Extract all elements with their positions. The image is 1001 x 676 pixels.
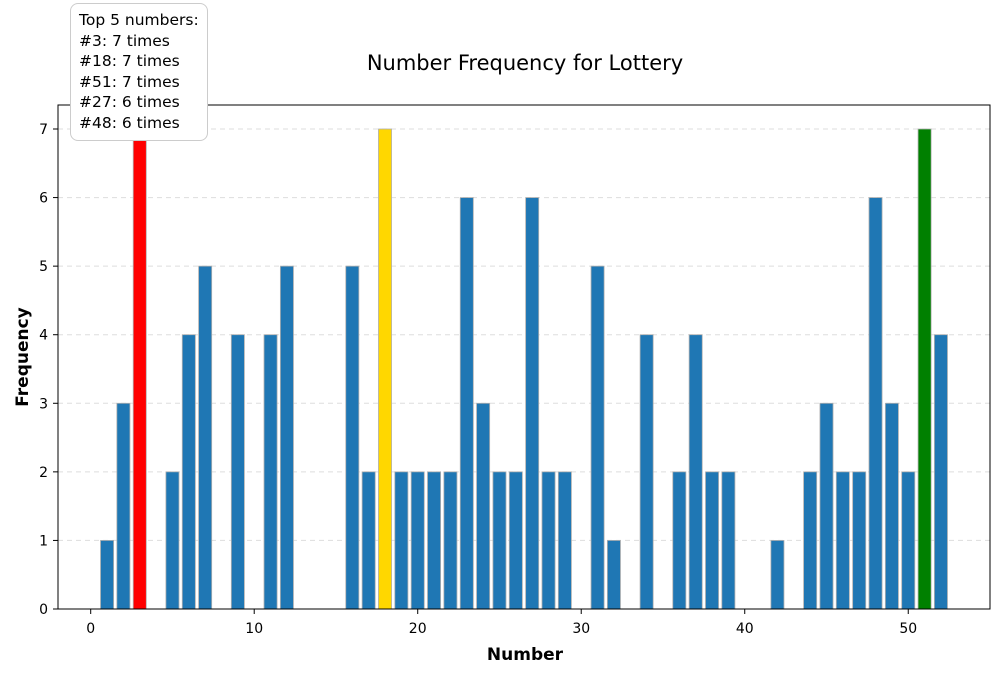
bar-44 (803, 471, 818, 610)
annotation-line: #3: 7 times (79, 31, 170, 50)
bar-37 (688, 334, 703, 610)
bar-47 (852, 471, 867, 610)
bar-3 (132, 128, 147, 610)
bar-17 (361, 471, 376, 610)
bar-49 (884, 402, 899, 610)
y-tick-label: 7 (39, 122, 48, 138)
bar-19 (394, 471, 409, 610)
y-gridlines (58, 128, 990, 541)
bar-38 (705, 471, 719, 610)
bar-9 (230, 334, 245, 610)
bar-34 (639, 334, 654, 610)
bar-42 (770, 540, 785, 610)
bar-32 (606, 540, 621, 610)
bar-39 (721, 471, 736, 610)
bar-28 (541, 471, 556, 610)
bar-1 (100, 540, 114, 610)
y-tick-label: 3 (39, 396, 48, 412)
bar-52 (934, 334, 948, 610)
bar-26 (508, 471, 523, 610)
x-axis-label: Number (487, 645, 564, 665)
annotation-line: Top 5 numbers: (79, 11, 199, 29)
y-tick-label: 4 (39, 328, 48, 344)
bar-36 (672, 471, 687, 610)
y-tick-label: 1 (39, 533, 48, 549)
bar-2 (116, 402, 131, 610)
x-tick-label: 0 (86, 621, 95, 637)
x-tick-label: 30 (572, 621, 590, 637)
y-tick-label: 0 (39, 602, 48, 618)
y-axis-ticks: 0 1 2 3 4 5 6 7 (39, 122, 58, 618)
y-tick-label: 2 (39, 465, 48, 481)
y-tick-label: 6 (39, 191, 48, 207)
x-tick-label: 20 (409, 621, 427, 637)
bar-20 (410, 471, 425, 610)
bar-51 (917, 128, 932, 610)
bar-6 (181, 334, 196, 610)
bar-21 (427, 471, 442, 610)
bar-45 (819, 402, 834, 610)
bar-12 (279, 265, 294, 610)
bars (100, 128, 948, 610)
bar-11 (263, 334, 278, 610)
bar-22 (443, 471, 458, 610)
bar-50 (901, 471, 916, 610)
annotation-line: #18: 7 times (79, 52, 180, 71)
bar-46 (835, 471, 850, 610)
annotation-line: #51: 7 times (79, 72, 180, 91)
x-axis-ticks: 0 10 20 30 40 50 (86, 609, 917, 637)
y-axis-label: Frequency (13, 307, 33, 407)
x-tick-label: 50 (899, 621, 917, 637)
plot-frame (57, 104, 991, 610)
annotation-line: #27: 6 times (79, 93, 180, 112)
bar-18 (378, 128, 392, 610)
bar-16 (345, 265, 360, 610)
bar-23 (459, 197, 474, 610)
annotation-line: #48: 6 times (79, 113, 180, 132)
bar-24 (476, 402, 491, 610)
bar-48 (868, 197, 883, 610)
bar-5 (165, 471, 180, 610)
top-numbers-annotation: Top 5 numbers: #3: 7 times #18: 7 times … (70, 3, 208, 141)
bar-29 (557, 471, 572, 610)
x-tick-label: 40 (736, 621, 754, 637)
x-tick-label: 10 (245, 621, 263, 637)
bar-31 (590, 265, 605, 610)
bar-7 (198, 265, 213, 610)
bar-25 (492, 471, 507, 610)
chart-title: Number Frequency for Lottery (367, 51, 683, 75)
bar-27 (525, 197, 540, 610)
y-tick-label: 5 (39, 259, 48, 275)
